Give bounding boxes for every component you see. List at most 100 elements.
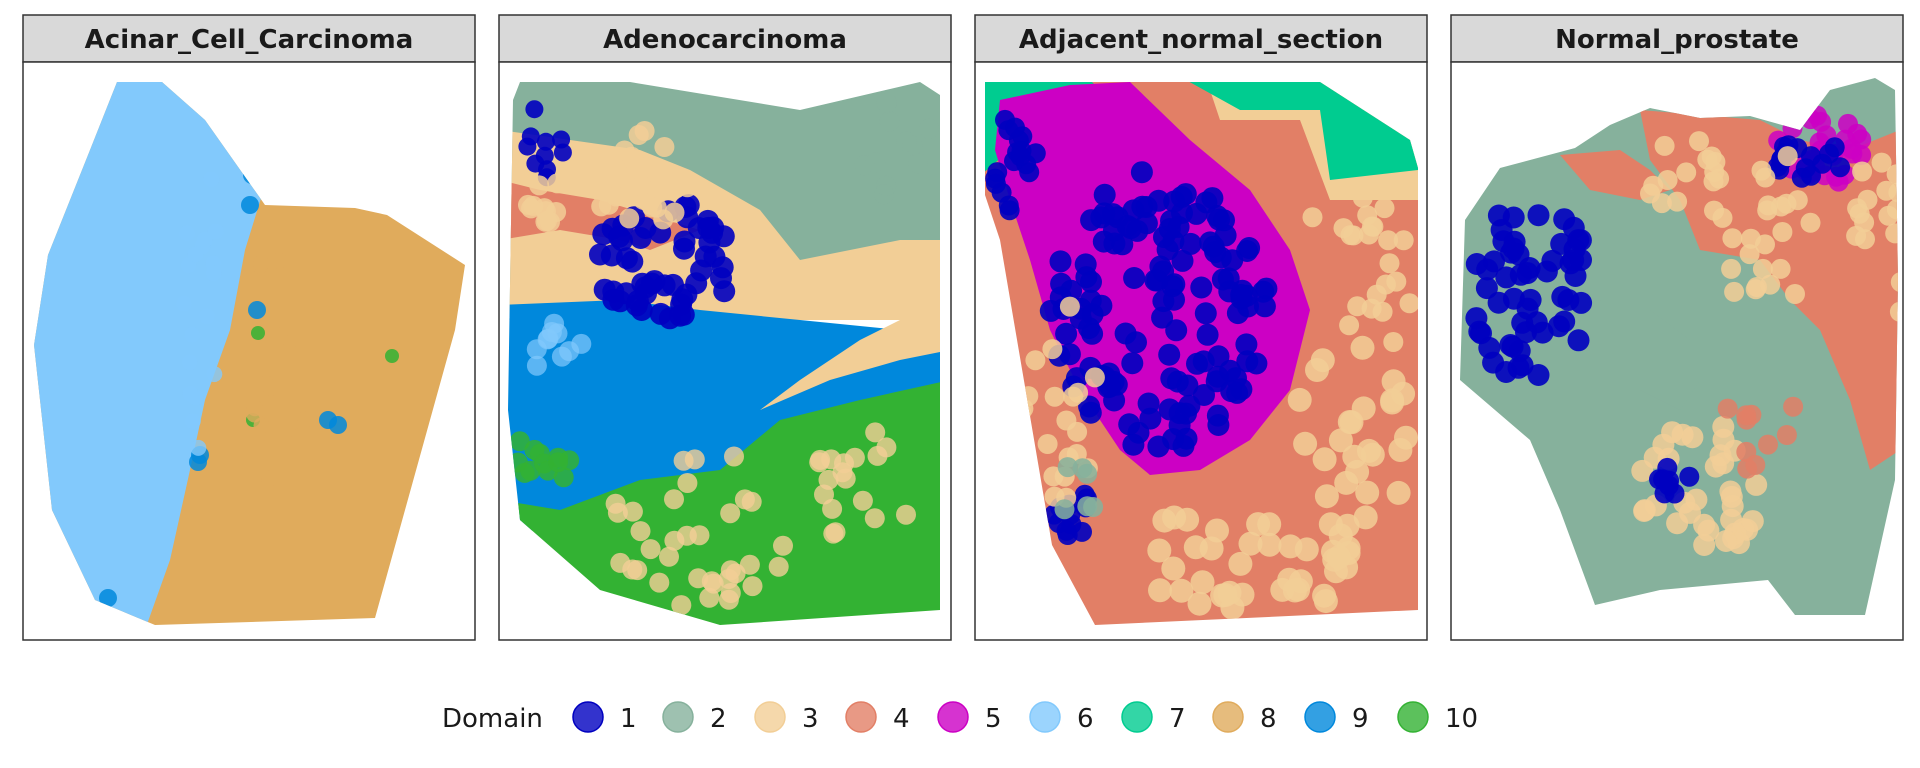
spot-point — [896, 504, 916, 525]
spot-point — [615, 282, 638, 305]
spot-point — [1147, 538, 1172, 563]
spot-point — [1220, 380, 1243, 403]
spot-point — [649, 173, 670, 193]
spot-point — [248, 301, 266, 319]
spot-point — [1151, 306, 1174, 329]
spot-point — [659, 546, 679, 567]
spot-point — [1476, 258, 1499, 281]
spot-point — [1885, 223, 1898, 244]
spot-point — [1058, 343, 1081, 366]
spot-point — [1890, 272, 1898, 293]
spot-point — [1206, 404, 1229, 427]
spot-point — [251, 326, 265, 340]
facet-strip-label: Acinar_Cell_Carcinoma — [85, 25, 414, 55]
legend-key — [572, 701, 604, 733]
spot-point — [1345, 459, 1370, 484]
spot-point — [1386, 271, 1407, 292]
spot-point — [1871, 152, 1892, 173]
spot-point — [876, 93, 897, 114]
spot-point — [509, 431, 530, 452]
spot-point — [1228, 551, 1253, 576]
spot-point — [1084, 367, 1105, 388]
spot-point — [699, 587, 720, 608]
spot-point — [1465, 307, 1488, 330]
legend-items: 1 2 3 4 5 6 7 8 9 10 — [572, 701, 1478, 734]
spot-point — [672, 303, 695, 326]
spot-point — [1054, 499, 1075, 520]
spot-point — [1059, 296, 1080, 317]
spot-point — [518, 194, 538, 215]
spot-point — [1681, 426, 1704, 449]
spot-point — [184, 413, 201, 430]
spot-point — [1654, 483, 1675, 504]
spot-point — [1689, 131, 1709, 152]
spot-point — [1042, 339, 1063, 360]
spot-point — [246, 400, 263, 417]
spot-point — [1846, 225, 1867, 246]
spot-point — [1553, 310, 1576, 333]
spot-point — [1661, 421, 1684, 444]
spot-point — [622, 501, 643, 522]
spot-point — [1378, 230, 1399, 251]
spot-point — [1170, 186, 1193, 208]
spot-point — [1238, 237, 1261, 259]
spot-point — [529, 175, 550, 196]
legend-item-label: 7 — [1169, 704, 1186, 734]
spot-point — [1776, 425, 1797, 445]
spot-point — [1777, 146, 1798, 167]
spot-point — [742, 576, 763, 597]
spot-point — [1312, 447, 1337, 472]
spot-point — [1179, 232, 1202, 255]
spot-point — [835, 468, 856, 489]
spot-point — [1487, 291, 1510, 314]
spot-point — [822, 498, 843, 519]
legend-key — [845, 701, 877, 733]
spot-point — [179, 225, 195, 242]
spot-point — [646, 197, 667, 218]
spot-point — [1187, 591, 1212, 616]
spot-point — [1081, 322, 1104, 345]
facet-panel: Acinar_Cell_Carcinoma — [22, 14, 476, 641]
spot-point — [184, 326, 201, 343]
spot-point — [1527, 364, 1550, 386]
spot-point — [1878, 205, 1898, 226]
facet-panel: Normal_prostate — [1450, 14, 1904, 641]
spot-point — [1152, 508, 1177, 533]
spot-point — [1079, 401, 1102, 424]
spot-point — [1213, 209, 1235, 232]
spot-point — [1657, 170, 1678, 190]
spot-point — [1679, 466, 1700, 487]
spot-point — [1739, 244, 1760, 265]
spot-point — [1190, 570, 1215, 595]
spot-point — [189, 453, 207, 471]
domain-region — [1600, 300, 1700, 410]
spot-point — [677, 177, 698, 198]
spot-point — [260, 439, 277, 456]
spot-point — [1704, 455, 1727, 478]
spot-point — [675, 283, 698, 306]
spot-point — [809, 452, 830, 473]
facet-strip-label: Adjacent_normal_section — [1019, 25, 1383, 55]
spot-point — [1551, 285, 1574, 308]
spot-point — [1043, 466, 1064, 487]
spot-point — [634, 121, 655, 141]
spot-point — [1220, 595, 1245, 620]
spot-point — [605, 493, 626, 514]
tissue-spots — [985, 82, 1418, 625]
spot-point — [1772, 222, 1793, 242]
spot-point — [1800, 146, 1821, 167]
spot-point — [823, 523, 844, 544]
spot-point — [1770, 258, 1791, 279]
spot-point — [676, 525, 697, 546]
spot-point — [1717, 398, 1738, 419]
tissue-spots — [1460, 78, 1898, 615]
spot-point — [1230, 287, 1253, 310]
spot-point — [187, 246, 204, 263]
spot-point — [1312, 583, 1337, 608]
spot-point — [1039, 299, 1062, 322]
legend-key — [1397, 701, 1429, 733]
spot-point — [902, 135, 923, 156]
spot-point — [1114, 322, 1137, 345]
facet-strip — [974, 14, 1428, 63]
spot-point — [1366, 284, 1387, 305]
